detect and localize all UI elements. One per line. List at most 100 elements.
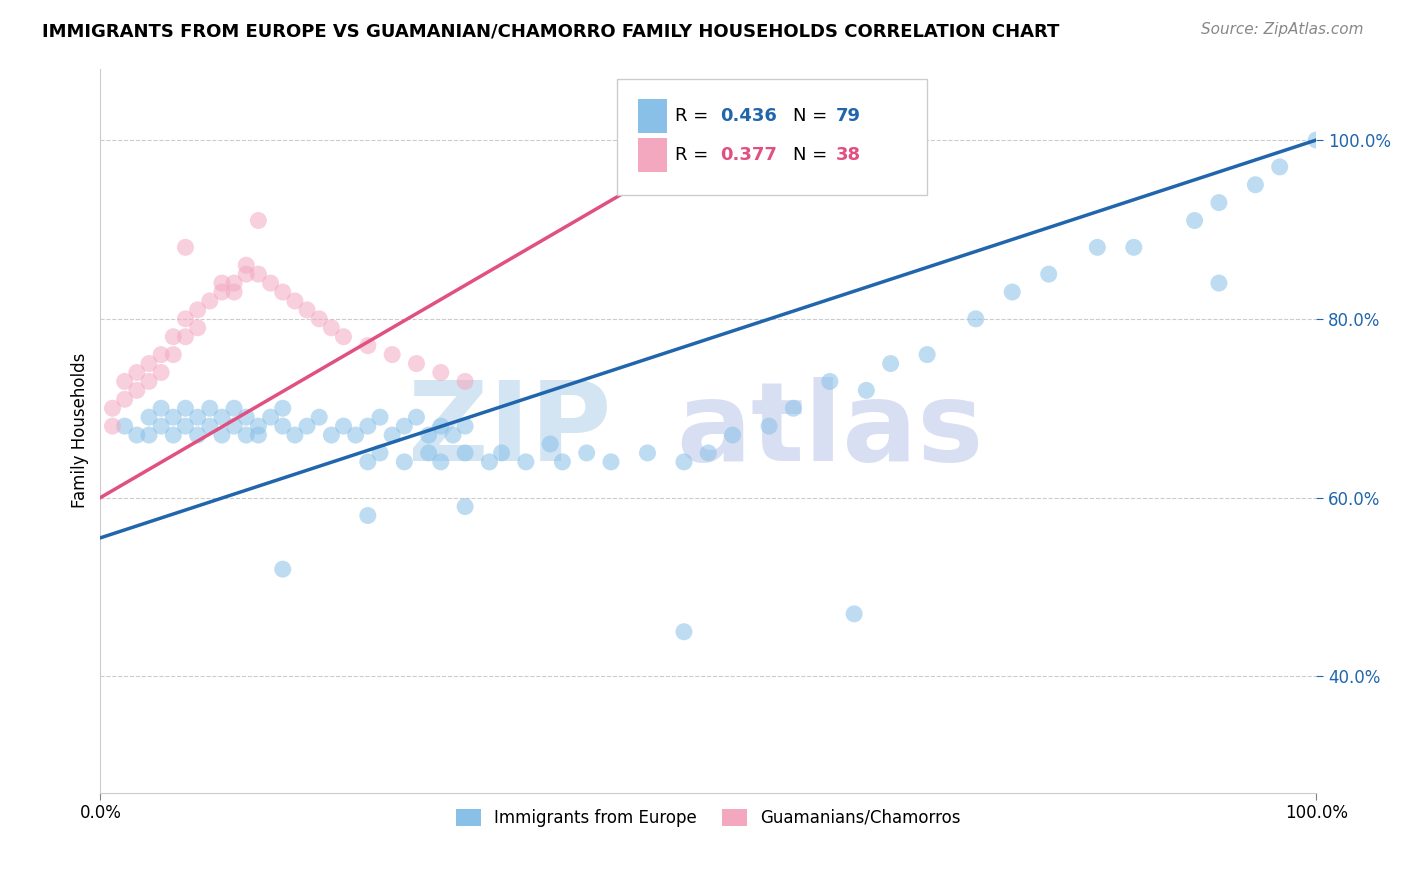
Point: [222, 401, 245, 416]
Text: 0.436: 0.436: [720, 106, 778, 125]
Point: [454, 446, 477, 460]
Point: [357, 419, 380, 434]
Point: [357, 508, 380, 523]
Point: [782, 401, 804, 416]
Point: [454, 500, 477, 514]
Point: [114, 375, 136, 389]
Point: [125, 384, 148, 398]
Point: [454, 375, 477, 389]
Point: [284, 428, 307, 442]
Point: [187, 410, 209, 425]
Point: [332, 329, 354, 343]
Point: [235, 428, 257, 442]
Point: [1244, 178, 1267, 192]
Point: [721, 428, 744, 442]
Text: N =: N =: [793, 106, 834, 125]
Point: [332, 419, 354, 434]
Point: [308, 311, 330, 326]
Text: N =: N =: [793, 146, 834, 164]
Point: [138, 410, 160, 425]
Point: [672, 455, 695, 469]
Point: [418, 446, 440, 460]
Point: [174, 329, 197, 343]
Point: [271, 401, 294, 416]
Legend: Immigrants from Europe, Guamanians/Chamorros: Immigrants from Europe, Guamanians/Chamo…: [447, 800, 969, 835]
Point: [101, 401, 124, 416]
Point: [125, 366, 148, 380]
Point: [187, 302, 209, 317]
Point: [1268, 160, 1291, 174]
Point: [758, 419, 780, 434]
Point: [211, 428, 233, 442]
Point: [247, 428, 270, 442]
Point: [235, 410, 257, 425]
Point: [295, 419, 318, 434]
Point: [211, 276, 233, 290]
Point: [357, 455, 380, 469]
Point: [697, 446, 720, 460]
Point: [150, 348, 173, 362]
Text: R =: R =: [675, 106, 714, 125]
Point: [394, 455, 416, 469]
Point: [150, 419, 173, 434]
Point: [211, 285, 233, 299]
Point: [125, 428, 148, 442]
Point: [138, 357, 160, 371]
Point: [235, 258, 257, 272]
Point: [1208, 195, 1230, 210]
Point: [162, 428, 184, 442]
Point: [1001, 285, 1024, 299]
Text: 38: 38: [837, 146, 860, 164]
Point: [965, 311, 987, 326]
Point: [430, 419, 453, 434]
Point: [600, 455, 623, 469]
Point: [308, 410, 330, 425]
Point: [491, 446, 513, 460]
Point: [162, 329, 184, 343]
Point: [150, 401, 173, 416]
Point: [1184, 213, 1206, 227]
Point: [538, 437, 561, 451]
Point: [114, 392, 136, 407]
Point: [162, 348, 184, 362]
FancyBboxPatch shape: [638, 138, 666, 172]
Point: [138, 428, 160, 442]
Point: [222, 285, 245, 299]
Text: Source: ZipAtlas.com: Source: ZipAtlas.com: [1201, 22, 1364, 37]
Point: [672, 624, 695, 639]
Point: [162, 410, 184, 425]
Point: [855, 384, 877, 398]
Point: [1305, 133, 1327, 147]
Point: [187, 428, 209, 442]
Y-axis label: Family Households: Family Households: [72, 353, 89, 508]
Point: [284, 293, 307, 308]
Point: [405, 357, 427, 371]
Text: atlas: atlas: [676, 377, 984, 484]
Point: [637, 446, 659, 460]
Point: [430, 455, 453, 469]
Point: [915, 348, 938, 362]
Point: [1085, 240, 1108, 254]
Point: [515, 455, 537, 469]
Point: [211, 410, 233, 425]
FancyBboxPatch shape: [638, 99, 666, 133]
Point: [174, 419, 197, 434]
Point: [418, 428, 440, 442]
Point: [844, 607, 866, 621]
Text: R =: R =: [675, 146, 714, 164]
Point: [187, 320, 209, 334]
Point: [405, 410, 427, 425]
Point: [101, 419, 124, 434]
Point: [575, 446, 598, 460]
Point: [198, 419, 221, 434]
Point: [818, 375, 841, 389]
Point: [222, 419, 245, 434]
Point: [247, 213, 270, 227]
Point: [150, 366, 173, 380]
Text: 0.377: 0.377: [720, 146, 778, 164]
Point: [271, 562, 294, 576]
Point: [478, 455, 501, 469]
Point: [394, 419, 416, 434]
Point: [271, 285, 294, 299]
Point: [259, 276, 281, 290]
